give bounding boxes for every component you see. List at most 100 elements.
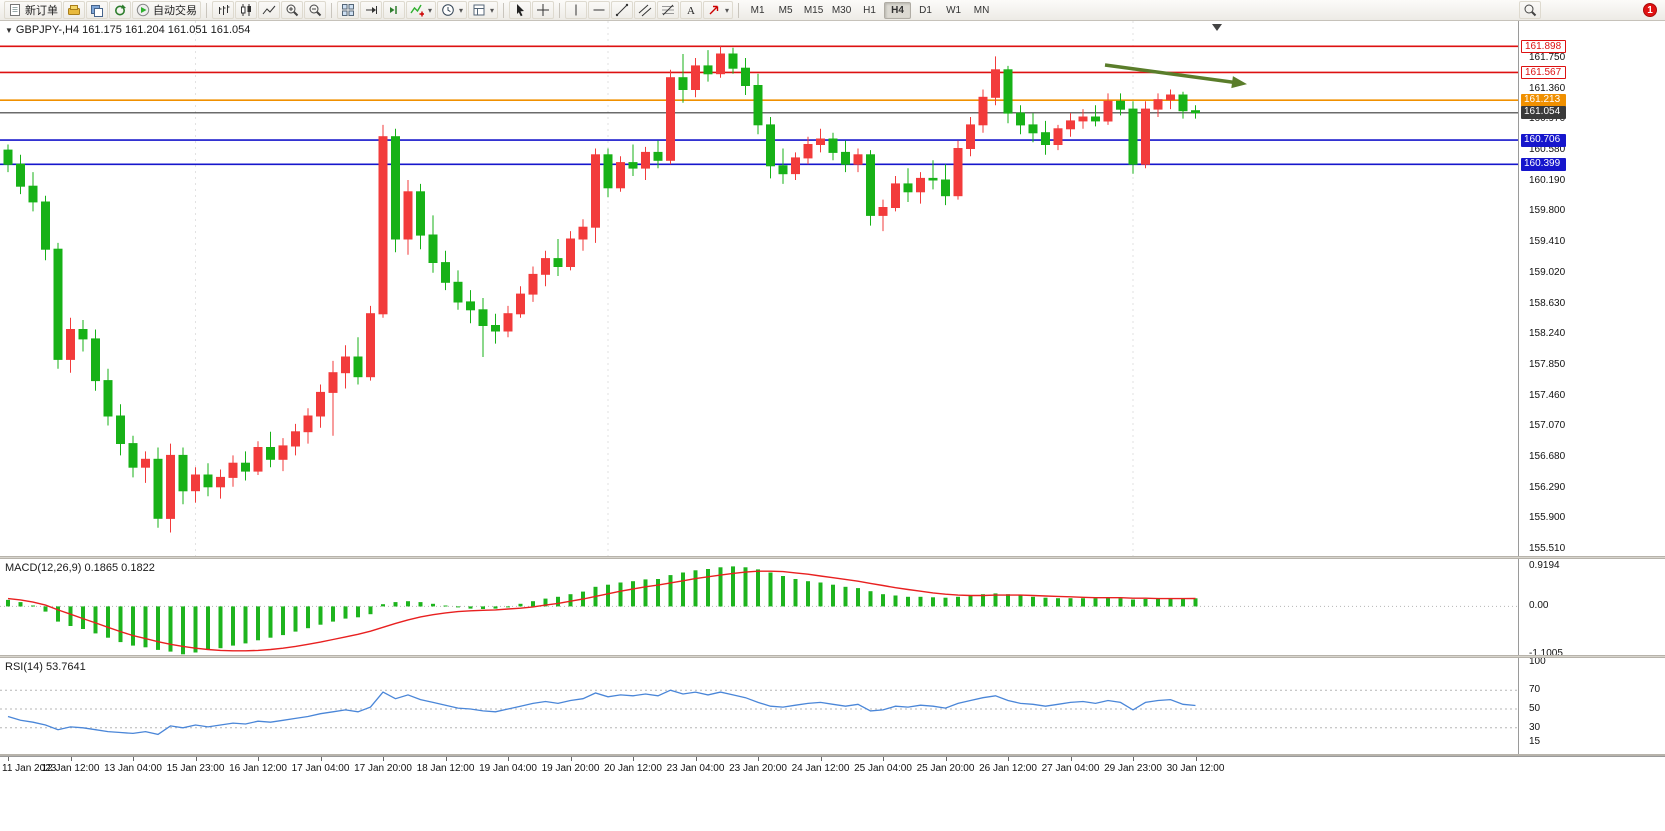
bars-icon xyxy=(219,5,230,15)
time-axis-label: 24 Jan 12:00 xyxy=(791,763,850,774)
macd-panel[interactable]: MACD(12,26,9) 0.1865 0.1822 0.9194 0.00 -1… xyxy=(0,559,1665,655)
time-tick xyxy=(383,757,384,761)
time-tick xyxy=(633,757,634,761)
panel-splitter[interactable] xyxy=(0,556,1665,559)
time-axis-label: 23 Jan 20:00 xyxy=(729,763,787,774)
auto-scroll-button[interactable] xyxy=(383,1,405,19)
line-chart-mode-button[interactable] xyxy=(258,1,280,19)
price-axis-label: 160.580 xyxy=(1529,144,1566,156)
price-chart[interactable] xyxy=(0,21,1518,556)
horizontal-line-tool-button[interactable] xyxy=(588,1,611,19)
line-icon xyxy=(262,5,276,15)
templates-button[interactable]: ▾ xyxy=(468,1,499,19)
panel-splitter[interactable] xyxy=(0,655,1665,658)
shift-marker-icon xyxy=(1212,24,1222,31)
indicator-icon xyxy=(410,4,424,17)
toolbar-separator xyxy=(331,2,332,18)
timeframe-m30[interactable]: M30 xyxy=(831,4,852,16)
time-axis[interactable]: 11 Jan 2023 12 Jan 12:00 13 Jan 04:00 15 Ja… xyxy=(0,756,1665,780)
macd-chart[interactable] xyxy=(0,559,1518,655)
chart-title-text: GBPJPY-,H4 161.175 161.204 161.051 161.0… xyxy=(15,24,251,36)
main-toolbar: 新订单 自动交易 ▾ ▾ ▾ A ▾ M1 M5 M15 M30 H1 H4 D1 W1 MN 1 xyxy=(0,0,1665,21)
time-axis-label: 11 Jan 2023 xyxy=(2,763,57,774)
cursor-tool-button[interactable] xyxy=(509,1,532,19)
time-axis-label: 16 Jan 12:00 xyxy=(229,763,287,774)
bar-chart-mode-button[interactable] xyxy=(212,1,234,19)
candle-chart-mode-button[interactable] xyxy=(235,1,257,19)
time-axis-label: 19 Jan 04:00 xyxy=(479,763,537,774)
text-tool-button[interactable]: A xyxy=(680,1,703,19)
timeframe-w1[interactable]: W1 xyxy=(946,4,962,16)
timeframe-h4[interactable]: H4 xyxy=(884,1,912,19)
indicators-button[interactable]: ▾ xyxy=(406,1,437,19)
trendline-tool-button[interactable] xyxy=(611,1,634,19)
new-order-label: 新订单 xyxy=(25,5,58,17)
vertical-line-tool-button[interactable] xyxy=(565,1,588,19)
toolbar-separator xyxy=(738,2,740,18)
timeframe-h1[interactable]: H1 xyxy=(863,4,876,16)
panel-splitter[interactable] xyxy=(0,754,1665,756)
price-tag: 160.399 xyxy=(1521,157,1566,171)
grid-icon xyxy=(342,4,354,16)
price-axis-label: 158.240 xyxy=(1529,328,1566,340)
time-axis-label: 25 Jan 04:00 xyxy=(854,763,912,774)
fibonacci-tool-button[interactable] xyxy=(657,1,680,19)
timeframe-mn[interactable]: MN xyxy=(973,4,990,16)
toolbar-separator xyxy=(503,2,505,18)
doc-icon xyxy=(10,4,20,16)
time-tick xyxy=(195,757,197,761)
time-axis-label: 20 Jan 12:00 xyxy=(604,763,662,774)
rsi-axis-label: 30 xyxy=(1529,721,1541,733)
chart-title: ▼ GBPJPY-,H4 161.175 161.204 161.051 161.… xyxy=(5,24,250,36)
data-refresh-button[interactable] xyxy=(109,1,131,19)
rsi-axis-label: 50 xyxy=(1529,703,1541,714)
main-chart-panel[interactable]: ▼ GBPJPY-,H4 161.175 161.204 161.051 161.… xyxy=(0,21,1665,556)
time-axis-label: 27 Jan 04:00 xyxy=(1041,763,1100,774)
rsi-axis-label: 100 xyxy=(1529,658,1546,667)
arrows-tool-button[interactable]: ▾ xyxy=(703,1,734,19)
time-tick xyxy=(508,757,509,761)
new-order-button[interactable]: 新订单 xyxy=(4,1,62,19)
time-axis-label: 12 Jan 12:00 xyxy=(41,763,100,774)
rsi-panel[interactable]: RSI(14) 53.7641 100 70 50 30 15 xyxy=(0,658,1665,754)
rsi-chart[interactable] xyxy=(0,658,1518,754)
tile-windows-button[interactable] xyxy=(337,1,359,19)
chevron-down-icon: ▾ xyxy=(459,5,464,15)
time-tick xyxy=(8,757,9,761)
rsi-header: RSI(14) 53.7641 xyxy=(5,661,86,673)
zoom-in-button[interactable] xyxy=(281,1,303,19)
macd-axis-label: -1.1005 xyxy=(1529,648,1563,655)
time-axis-label: 15 Jan 23:00 xyxy=(166,763,225,774)
auto-trading-button[interactable]: 自动交易 xyxy=(132,1,201,19)
timeframe-m5[interactable]: M5 xyxy=(778,4,793,16)
search-button[interactable] xyxy=(1519,1,1541,19)
price-tag: 160.706 xyxy=(1521,133,1566,147)
zoom-out-button[interactable] xyxy=(304,1,326,19)
trend-arrow xyxy=(1231,76,1247,89)
time-tick xyxy=(133,757,134,761)
rsi-axis: 100 70 50 30 15 xyxy=(1518,658,1665,754)
arrow-icon xyxy=(709,5,719,15)
price-axis-label: 156.290 xyxy=(1529,481,1566,493)
price-axis-label: 155.900 xyxy=(1529,512,1566,524)
time-axis-label: 23 Jan 04:00 xyxy=(666,763,725,774)
current-price-tag: 161.054 xyxy=(1521,106,1566,120)
macd-axis-label: 0.9194 xyxy=(1529,560,1560,572)
collapse-icon[interactable]: ▼ xyxy=(5,26,13,35)
crosshair-tool-button[interactable] xyxy=(532,1,555,19)
price-axis[interactable]: 161.750161.360160.970160.580160.190159.8… xyxy=(1518,21,1665,556)
channel-tool-button[interactable] xyxy=(634,1,657,19)
time-axis-label: 17 Jan 04:00 xyxy=(291,763,350,774)
timeframe-d1[interactable]: D1 xyxy=(919,4,932,16)
timeframe-m15[interactable]: M15 xyxy=(803,4,824,16)
market-watch-button[interactable] xyxy=(63,1,85,19)
periods-button[interactable]: ▾ xyxy=(437,1,468,19)
channel-icon xyxy=(638,4,652,17)
time-axis-label: 13 Jan 04:00 xyxy=(104,763,162,774)
timeframe-m1[interactable]: M1 xyxy=(750,4,765,16)
chart-profiles-button[interactable] xyxy=(86,1,108,19)
chart-shift-button[interactable] xyxy=(360,1,382,19)
notification-badge[interactable]: 1 xyxy=(1643,3,1657,17)
chevron-down-icon: ▾ xyxy=(428,5,433,15)
price-axis-label: 160.190 xyxy=(1529,174,1566,186)
